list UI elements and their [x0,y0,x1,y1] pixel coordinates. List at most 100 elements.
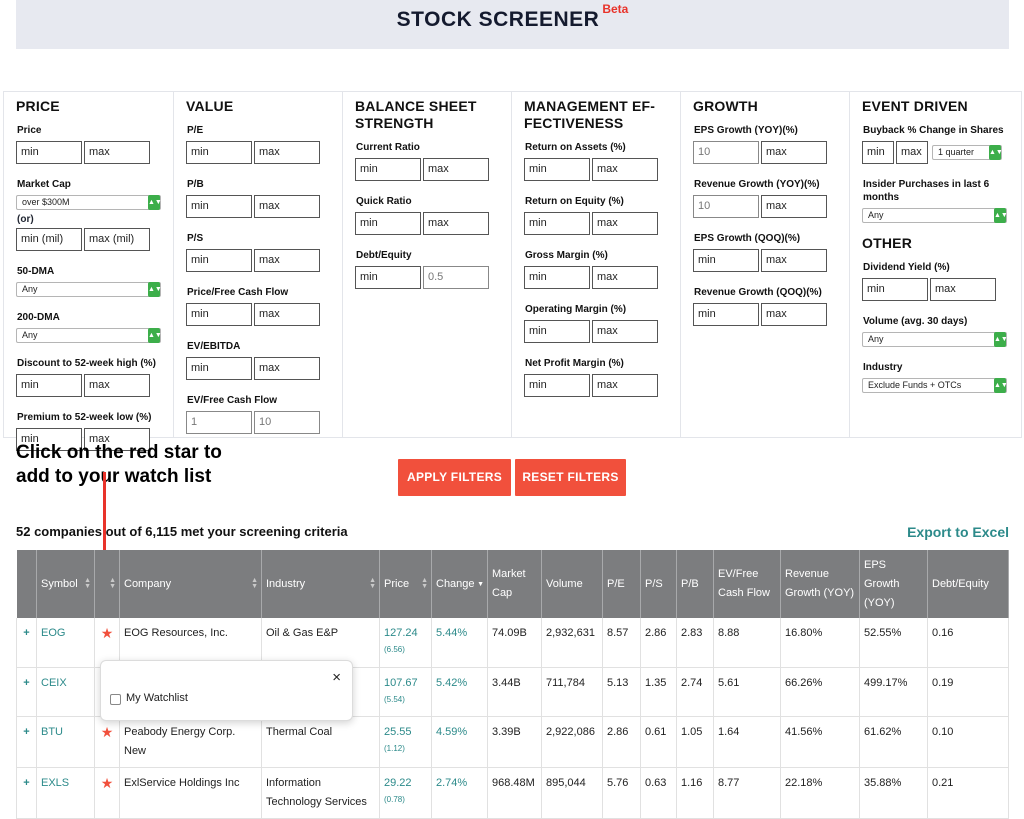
price-cell: 127.24 (6.56) [379,618,432,668]
reset-filters-button[interactable]: RESET FILTERS [515,459,626,496]
roa-max-input[interactable]: max [592,158,658,181]
quick-ratio-max-input[interactable]: max [423,212,489,235]
callout-line-1: Click on the red star to [16,442,222,463]
rev-qoq-max-input[interactable]: max [761,303,827,326]
buyback-min-input[interactable]: min [862,141,894,164]
gross-margin-min-input[interactable]: min [524,266,590,289]
ps-min-input[interactable]: min [186,249,252,272]
ev-ebitda-max-input[interactable]: max [254,357,320,380]
pe-min-input[interactable]: min [186,141,252,164]
col-header-pe[interactable]: P/E [602,550,641,618]
watchlist-star-icon[interactable]: ★ [94,716,120,768]
roe-min-input[interactable]: min [524,212,590,235]
expand-row-button[interactable]: + [16,618,37,668]
eps-qoq-max-input[interactable]: max [761,249,827,272]
col-header-company[interactable]: Company ▲ ▼ [119,550,262,618]
ev-fcf-min-input[interactable]: 1 [186,411,252,434]
col-header-star[interactable]: ▲ ▼ [94,550,120,618]
eps-yoy-max-input[interactable]: max [761,141,827,164]
volume-select[interactable]: Any ▲▼ [862,332,1008,347]
dividend-max-input[interactable]: max [930,278,996,301]
gross-margin-max-input[interactable]: max [592,266,658,289]
eps-qoq-min-input[interactable]: min [693,249,759,272]
col-header-eps-growth[interactable]: EPS Growth (YOY) [859,550,928,618]
pb-max-input[interactable]: max [254,195,320,218]
roa-min-input[interactable]: min [524,158,590,181]
insider-select[interactable]: Any ▲▼ [862,208,1008,223]
symbol-link[interactable]: EOG [36,618,95,668]
market-cap-select[interactable]: over $300M ▲▼ [16,195,162,210]
col-header-ps[interactable]: P/S [640,550,677,618]
net-profit-margin-label: Net Profit Margin (%) [525,358,624,369]
pfcf-min-input[interactable]: min [186,303,252,326]
industry-select[interactable]: Exclude Funds + OTCs ▲▼ [862,378,1008,393]
operating-margin-max-input[interactable]: max [592,320,658,343]
pb-min-input[interactable]: min [186,195,252,218]
rev-yoy-min-input[interactable]: 10 [693,195,759,218]
symbol-link[interactable]: BTU [36,716,95,768]
watchlist-star-icon[interactable]: ★ [94,767,120,819]
symbol-link[interactable]: EXLS [36,767,95,819]
change-cell: 5.44% [431,618,488,668]
col-header-price[interactable]: Price ▲ ▼ [379,550,432,618]
debt-equity-max-input[interactable]: 0.5 [423,266,489,289]
discount-min-input[interactable]: min [16,374,82,397]
col-header-market-cap[interactable]: Market Cap [487,550,542,618]
roe-max-input[interactable]: max [592,212,658,235]
beta-badge: Beta [602,2,629,16]
volume-cell: 2,922,086 [541,716,603,768]
symbol-link[interactable]: CEIX [36,667,95,717]
buyback-max-input[interactable]: max [896,141,928,164]
col-header-revenue-growth-label: Revenue Growth (YOY) [785,568,855,599]
dma200-select[interactable]: Any ▲▼ [16,328,162,343]
close-icon[interactable]: × [332,669,341,686]
col-header-symbol[interactable]: Symbol ▲ ▼ [36,550,95,618]
col-header-ev-fcf[interactable]: EV/Free Cash Flow [713,550,781,618]
ev-ebitda-min-input[interactable]: min [186,357,252,380]
debt-equity-min-input[interactable]: min [355,266,421,289]
pfcf-max-input[interactable]: max [254,303,320,326]
current-ratio-max-input[interactable]: max [423,158,489,181]
ev-fcf-max-input[interactable]: 10 [254,411,320,434]
market-cap-max-input[interactable]: max (mil) [84,228,150,251]
rev-yoy-max-input[interactable]: max [761,195,827,218]
operating-margin-min-input[interactable]: min [524,320,590,343]
pe-label: P/E [187,125,204,136]
apply-filters-button[interactable]: APPLY FILTERS [398,459,511,496]
rev-qoq-min-input[interactable]: min [693,303,759,326]
premium-max-input[interactable]: max [84,428,150,451]
debt-equity-label: Debt/Equity [356,250,412,261]
expand-row-button[interactable]: + [16,767,37,819]
pe-max-input[interactable]: max [254,141,320,164]
ps-max-input[interactable]: max [254,249,320,272]
col-header-industry[interactable]: Industry ▲ ▼ [261,550,380,618]
dividend-min-input[interactable]: min [862,278,928,301]
col-header-volume[interactable]: Volume [541,550,603,618]
expand-row-button[interactable]: + [16,667,37,717]
gross-margin-label: Gross Margin (%) [525,250,608,261]
quick-ratio-min-input[interactable]: min [355,212,421,235]
net-profit-margin-min-input[interactable]: min [524,374,590,397]
watchlist-checkbox[interactable] [110,694,121,705]
dma50-select[interactable]: Any ▲▼ [16,282,162,297]
watchlist-checkbox-label[interactable]: My Watchlist [126,692,188,704]
eps-yoy-min-input[interactable]: 10 [693,141,759,164]
expand-row-button[interactable]: + [16,716,37,768]
premium-min-input[interactable]: min [16,428,82,451]
price-min-input[interactable]: min [16,141,82,164]
col-header-pb[interactable]: P/B [676,550,714,618]
discount-label: Discount to 52-week high (%) [17,358,156,369]
discount-max-input[interactable]: max [84,374,150,397]
col-header-revenue-growth[interactable]: Revenue Growth (YOY) [780,550,860,618]
net-profit-margin-max-input[interactable]: max [592,374,658,397]
price-max-input[interactable]: max [84,141,150,164]
col-header-pb-label: P/B [681,577,699,590]
watchlist-star-icon[interactable]: ★ [94,618,120,668]
current-ratio-min-input[interactable]: min [355,158,421,181]
market-cap-min-input[interactable]: min (mil) [16,228,82,251]
export-to-excel-link[interactable]: Export to Excel [907,524,1009,540]
col-header-debt-equity[interactable]: Debt/Equity [927,550,1009,618]
ps-cell: 2.86 [640,618,677,668]
col-header-change[interactable]: Change ▼ [431,550,488,618]
buyback-period-select[interactable]: 1 quarter ▲▼ [932,145,1003,160]
